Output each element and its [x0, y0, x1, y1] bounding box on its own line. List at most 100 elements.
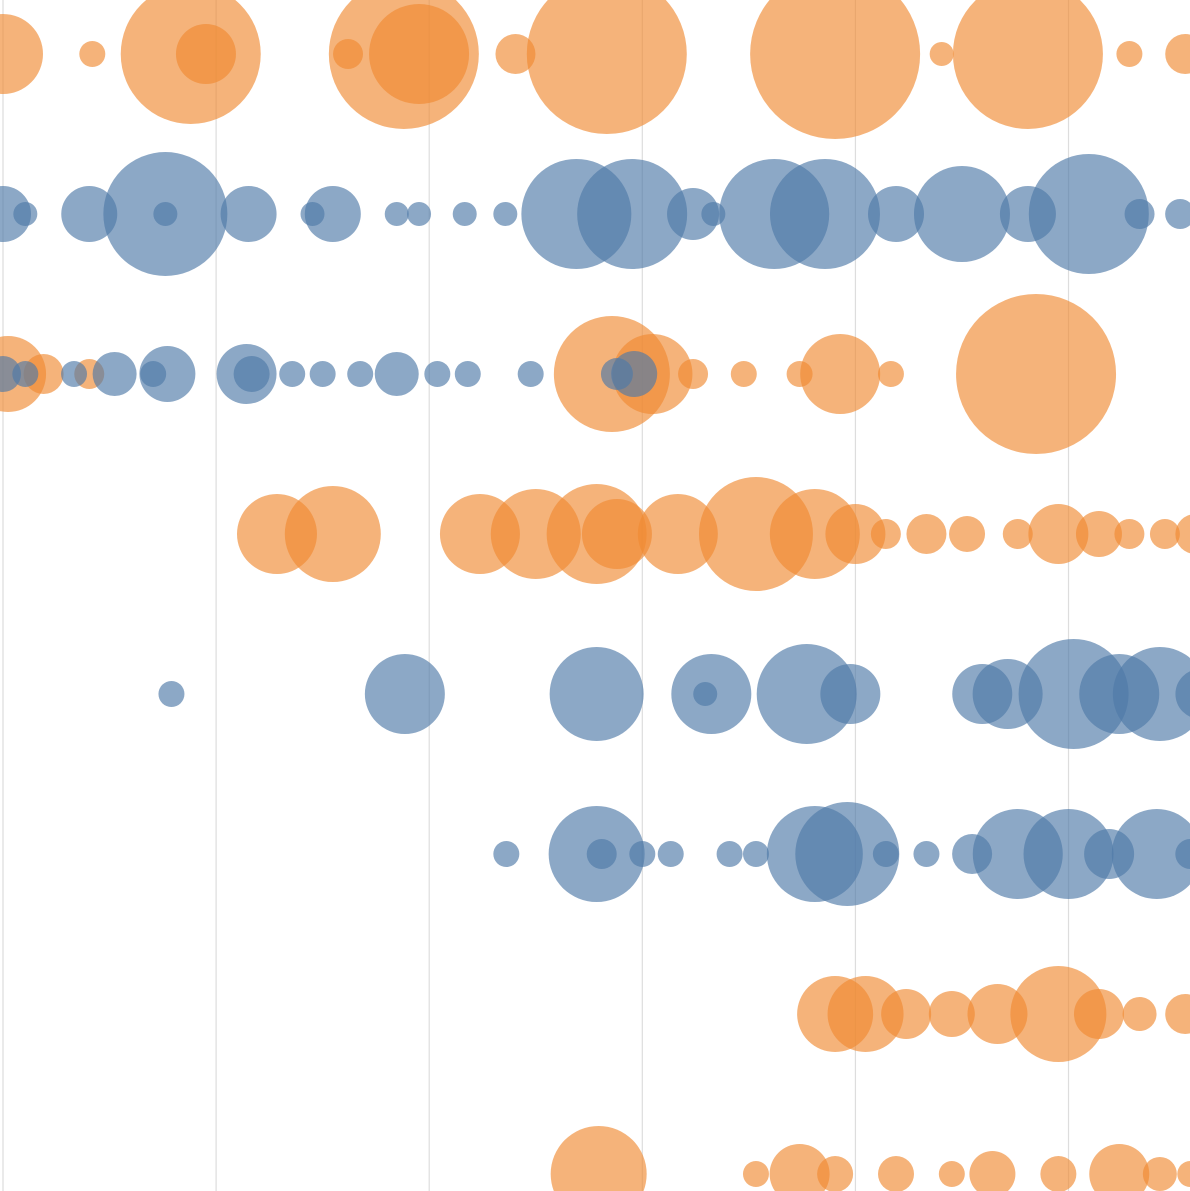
bubble-point[interactable] [1124, 199, 1155, 229]
bubble-point[interactable] [929, 42, 954, 66]
bubble-point[interactable] [716, 841, 743, 867]
bubble-point[interactable] [79, 41, 106, 67]
bubble-point[interactable] [678, 359, 709, 389]
bubble-point[interactable] [61, 361, 88, 387]
bubble-point[interactable] [424, 361, 451, 387]
bubble-point[interactable] [369, 4, 470, 104]
bubble-point[interactable] [825, 504, 886, 564]
bubble-point[interactable] [906, 514, 947, 554]
bubble-point[interactable] [730, 361, 757, 387]
bubble-point[interactable] [233, 356, 270, 392]
bubble-point[interactable] [364, 654, 445, 734]
bubble-point[interactable] [750, 0, 921, 139]
bubble-point[interactable] [1175, 514, 1190, 554]
bubble-point[interactable] [956, 294, 1117, 454]
bubble-point[interactable] [1122, 997, 1157, 1031]
bubble-point[interactable] [1116, 41, 1143, 67]
bubble-point[interactable] [158, 681, 185, 707]
bubble-point[interactable] [742, 841, 769, 867]
bubble-point[interactable] [742, 1161, 769, 1187]
bubble-point[interactable] [611, 351, 658, 397]
bubble-point[interactable] [452, 202, 477, 226]
bubble-point[interactable] [657, 841, 684, 867]
bubble-point[interactable] [175, 24, 236, 84]
bubble-point[interactable] [577, 159, 688, 269]
bubble-point[interactable] [279, 361, 306, 387]
bubble-point[interactable] [1165, 199, 1190, 229]
bubble-point[interactable] [949, 516, 986, 552]
bubble-point[interactable] [581, 499, 652, 569]
bubble-point[interactable] [61, 186, 118, 242]
bubble-point[interactable] [756, 644, 857, 744]
bubble-point[interactable] [549, 647, 644, 741]
bubble-point[interactable] [795, 802, 900, 906]
bubble-point[interactable] [1111, 809, 1190, 899]
bubble-point[interactable] [1028, 504, 1089, 564]
bubble-point[interactable] [1175, 669, 1190, 719]
bubble-point[interactable] [1040, 1156, 1077, 1191]
bubble-point[interactable] [1112, 647, 1190, 741]
bubble-point[interactable] [1114, 519, 1145, 549]
bubble-point[interactable] [407, 202, 432, 226]
bubble-point[interactable] [637, 494, 718, 574]
bubble-point[interactable] [1073, 989, 1124, 1039]
bubble-point[interactable] [309, 361, 336, 387]
bubble-point[interactable] [1075, 511, 1122, 557]
bubble-point[interactable] [1028, 154, 1149, 274]
bubble-point[interactable] [629, 841, 656, 867]
bubble-point[interactable] [1165, 994, 1190, 1034]
bubble-point[interactable] [701, 202, 726, 226]
bubble-point[interactable] [92, 352, 137, 396]
bubble-point[interactable] [454, 361, 481, 387]
bubble-point[interactable] [878, 1156, 915, 1191]
bubble-point[interactable] [938, 1161, 965, 1187]
bubble-point[interactable] [1175, 839, 1190, 869]
bubble-point[interactable] [12, 361, 39, 387]
bubble-point[interactable] [967, 984, 1028, 1044]
bubble-point[interactable] [586, 839, 617, 869]
bubble-point[interactable] [1089, 1144, 1150, 1191]
bubble-point[interactable] [952, 0, 1103, 129]
bubble-point[interactable] [304, 186, 361, 242]
bubble-point[interactable] [13, 202, 38, 226]
bubble-point[interactable] [1149, 519, 1180, 549]
bubble-point[interactable] [493, 202, 518, 226]
bubble-point[interactable] [913, 841, 940, 867]
bubble-point[interactable] [493, 841, 520, 867]
bubble-point[interactable] [877, 361, 904, 387]
bubble-point[interactable] [517, 361, 544, 387]
bubble-point[interactable] [1002, 519, 1033, 549]
bubble-point[interactable] [1177, 1161, 1190, 1187]
bubble-point[interactable] [526, 0, 687, 134]
bubble-point[interactable] [347, 361, 374, 387]
bubble-point[interactable] [0, 14, 43, 94]
bubble-point[interactable] [550, 1126, 647, 1191]
bubble-point[interactable] [800, 334, 881, 414]
bubble-point[interactable] [820, 664, 881, 724]
bubble-point[interactable] [1023, 809, 1114, 899]
bubble-point[interactable] [868, 186, 925, 242]
bubble-point[interactable] [495, 34, 536, 74]
bubble-point[interactable] [928, 991, 975, 1037]
bubble-point[interactable] [872, 841, 899, 867]
bubble-point[interactable] [153, 202, 178, 226]
bubble-point[interactable] [881, 989, 932, 1039]
bubble-point[interactable] [1010, 966, 1107, 1062]
bubble-point[interactable] [384, 202, 409, 226]
bubble-point[interactable] [870, 519, 901, 549]
bubble-point[interactable] [1142, 1157, 1177, 1191]
bubble-point[interactable] [284, 486, 381, 582]
bubble-point[interactable] [139, 346, 196, 402]
bubble-point[interactable] [827, 976, 904, 1052]
bubble-point[interactable] [913, 166, 1010, 262]
bubble-point[interactable] [374, 352, 419, 396]
bubble-point[interactable] [0, 356, 21, 392]
bubble-point[interactable] [693, 682, 718, 706]
bubble-point[interactable] [220, 186, 277, 242]
bubble-point[interactable] [769, 159, 880, 269]
bubble-point[interactable] [769, 1144, 830, 1191]
bubble-point[interactable] [667, 188, 720, 240]
bubble-point[interactable] [817, 1156, 854, 1191]
bubble-point[interactable] [1165, 34, 1190, 74]
bubble-point[interactable] [969, 1151, 1016, 1191]
